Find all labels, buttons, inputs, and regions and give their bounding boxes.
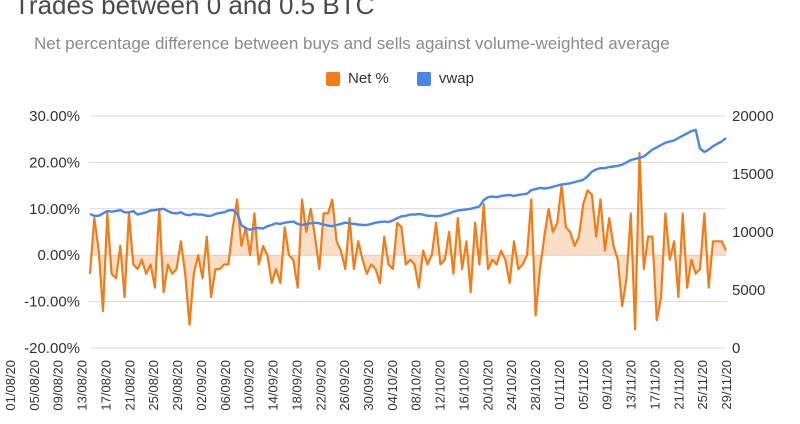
series-vwap-line [89,128,727,231]
y-right-tick-label: 15000 [732,166,774,183]
x-tick-label: 21/11/20 [671,360,686,410]
x-tick-label: 06/09/20 [218,360,233,411]
x-tick-label: 29/11/20 [719,360,734,410]
x-tick-label: 17/08/20 [99,360,114,411]
x-tick-label: 10/09/20 [242,360,257,411]
y-left-tick-label: 20.00% [29,154,80,171]
x-tick-label: 14/09/20 [266,360,281,411]
y-left-tick-label: 0.00% [37,247,80,264]
x-tick-label: 16/10/20 [457,360,472,411]
x-tick-label: 30/09/20 [361,360,376,411]
x-tick-label: 24/10/20 [504,360,519,411]
x-tick-label: 13/11/20 [624,360,639,410]
x-tick-label: 05/11/20 [576,360,591,410]
x-tick-label: 25/08/20 [146,360,161,411]
x-tick-label: 01/08/20 [3,360,18,411]
y-left-tick-label: 10.00% [29,201,80,218]
x-tick-label: 18/09/20 [289,360,304,411]
legend-swatch-vwap [416,71,431,86]
x-tick-label: 20/10/20 [480,360,495,411]
x-tick-label: 21/08/20 [122,360,137,411]
y-right-tick-label: 20000 [732,108,774,125]
legend: Net % vwap [0,70,800,87]
chart-subtitle: Net percentage difference between buys a… [34,34,670,53]
legend-item-net[interactable]: Net % [326,70,389,87]
x-tick-label: 26/09/20 [337,360,352,411]
x-tick-label: 29/08/20 [170,360,185,411]
x-tick-label: 12/10/20 [433,360,448,411]
legend-label-net: Net % [348,70,389,87]
chart-title: Trades between 0 and 0.5 BTC [14,0,375,20]
y-left-tick-label: -20.00% [24,340,80,357]
y-right-tick-label: 10000 [732,224,774,241]
series-net-area [90,153,726,330]
legend-label-vwap: vwap [438,70,474,87]
x-tick-label: 04/10/20 [385,360,400,411]
x-tick-label: 22/09/20 [313,360,328,411]
x-tick-label: 08/10/20 [409,360,424,411]
legend-swatch-net [326,71,341,86]
x-tick-label: 05/08/20 [27,360,42,411]
x-tick-label: 01/11/20 [552,360,567,410]
series-net-line [88,152,727,331]
x-tick-label: 09/11/20 [600,360,615,410]
y-left-tick-label: -10.00% [24,294,80,311]
y-right-tick-label: 0 [732,340,740,357]
legend-item-vwap[interactable]: vwap [416,70,474,87]
x-tick-label: 13/08/20 [75,360,90,411]
x-tick-label: 28/10/20 [528,360,543,411]
x-tick-label: 17/11/20 [647,360,662,410]
x-tick-label: 02/09/20 [194,360,209,411]
x-tick-label: 09/08/20 [51,360,66,411]
y-left-tick-label: 30.00% [29,108,80,125]
y-right-tick-label: 5000 [732,282,765,299]
x-tick-label: 25/11/20 [695,360,710,410]
